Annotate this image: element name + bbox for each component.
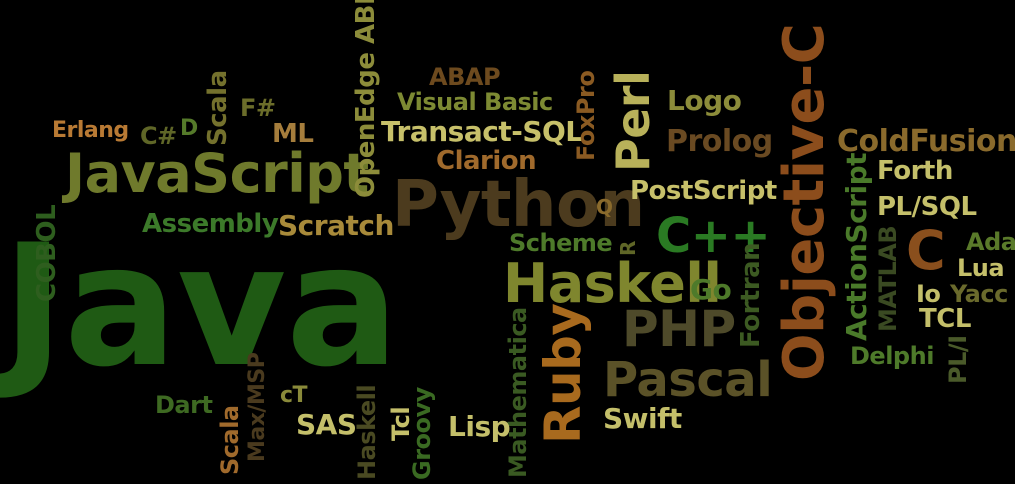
word-scala-top: Scala	[203, 70, 233, 146]
word-sas: SAS	[296, 408, 357, 441]
word-scheme: Scheme	[509, 229, 613, 257]
word-javascript: JavaScript	[65, 142, 369, 205]
word-visual-basic: Visual Basic	[397, 88, 553, 116]
word-forth: Forth	[877, 156, 953, 186]
word-scratch: Scratch	[278, 209, 394, 242]
word-ct: cT	[280, 383, 308, 408]
word-actionscript: ActionScript	[840, 152, 873, 341]
word-go: Go	[690, 273, 732, 306]
word-haskell: Haskell	[503, 252, 722, 315]
word-prolog: Prolog	[666, 124, 773, 159]
word-delphi: Delphi	[850, 342, 934, 370]
word-fsharp: F#	[240, 94, 276, 122]
word-r: R	[616, 241, 640, 256]
word-fortran: Fortran	[736, 242, 766, 348]
word-lua: Lua	[957, 254, 1005, 282]
word-assembly: Assembly	[142, 209, 279, 239]
word-c: C	[906, 219, 946, 282]
word-python: Python	[392, 168, 645, 242]
word-swift: Swift	[603, 402, 682, 435]
word-pl-i: PL/I	[944, 335, 972, 384]
word-abap: ABAP	[429, 63, 501, 91]
word-clarion: Clarion	[436, 146, 537, 176]
word-ml: ML	[272, 119, 314, 149]
word-tcl-upper: TCL	[919, 304, 971, 334]
word-objective-c: Objective-C	[772, 23, 837, 381]
word-yacc: Yacc	[950, 280, 1008, 308]
word-q: Q	[596, 195, 613, 219]
word-mathematica: Mathematica	[504, 307, 532, 478]
word-logo: Logo	[667, 84, 742, 117]
word-transact-sql: Transact-SQL	[381, 115, 583, 148]
word-ada: Ada	[966, 228, 1015, 256]
word-ruby: Ruby	[534, 303, 592, 444]
word-openedge-abl: OpenEdge ABL	[351, 0, 381, 198]
word-max-msp: Max/MSP	[245, 352, 270, 462]
word-java: Java	[2, 208, 399, 404]
word-io: Io	[916, 280, 941, 308]
word-coldfusion: ColdFusion	[837, 124, 1015, 159]
word-pl-sql: PL/SQL	[877, 192, 977, 222]
word-postscript: PostScript	[630, 176, 777, 206]
word-d: D	[180, 116, 198, 141]
word-groovy: Groovy	[408, 387, 436, 480]
word-pascal: Pascal	[603, 352, 773, 408]
word-erlang: Erlang	[52, 118, 129, 143]
word-csharp: C#	[140, 122, 177, 150]
word-php: PHP	[622, 300, 736, 358]
word-lisp: Lisp	[448, 410, 511, 443]
word-scala-bottom: Scala	[216, 405, 244, 475]
word-haskell-small: Haskell	[353, 384, 381, 480]
word-cobol: COBOL	[32, 204, 62, 302]
word-foxpro: FoxPro	[572, 70, 600, 161]
word-dart: Dart	[155, 391, 213, 419]
word-perl: Perl	[606, 70, 660, 172]
word-cpp: C++	[656, 208, 771, 264]
word-matlab: MATLAB	[874, 225, 902, 332]
